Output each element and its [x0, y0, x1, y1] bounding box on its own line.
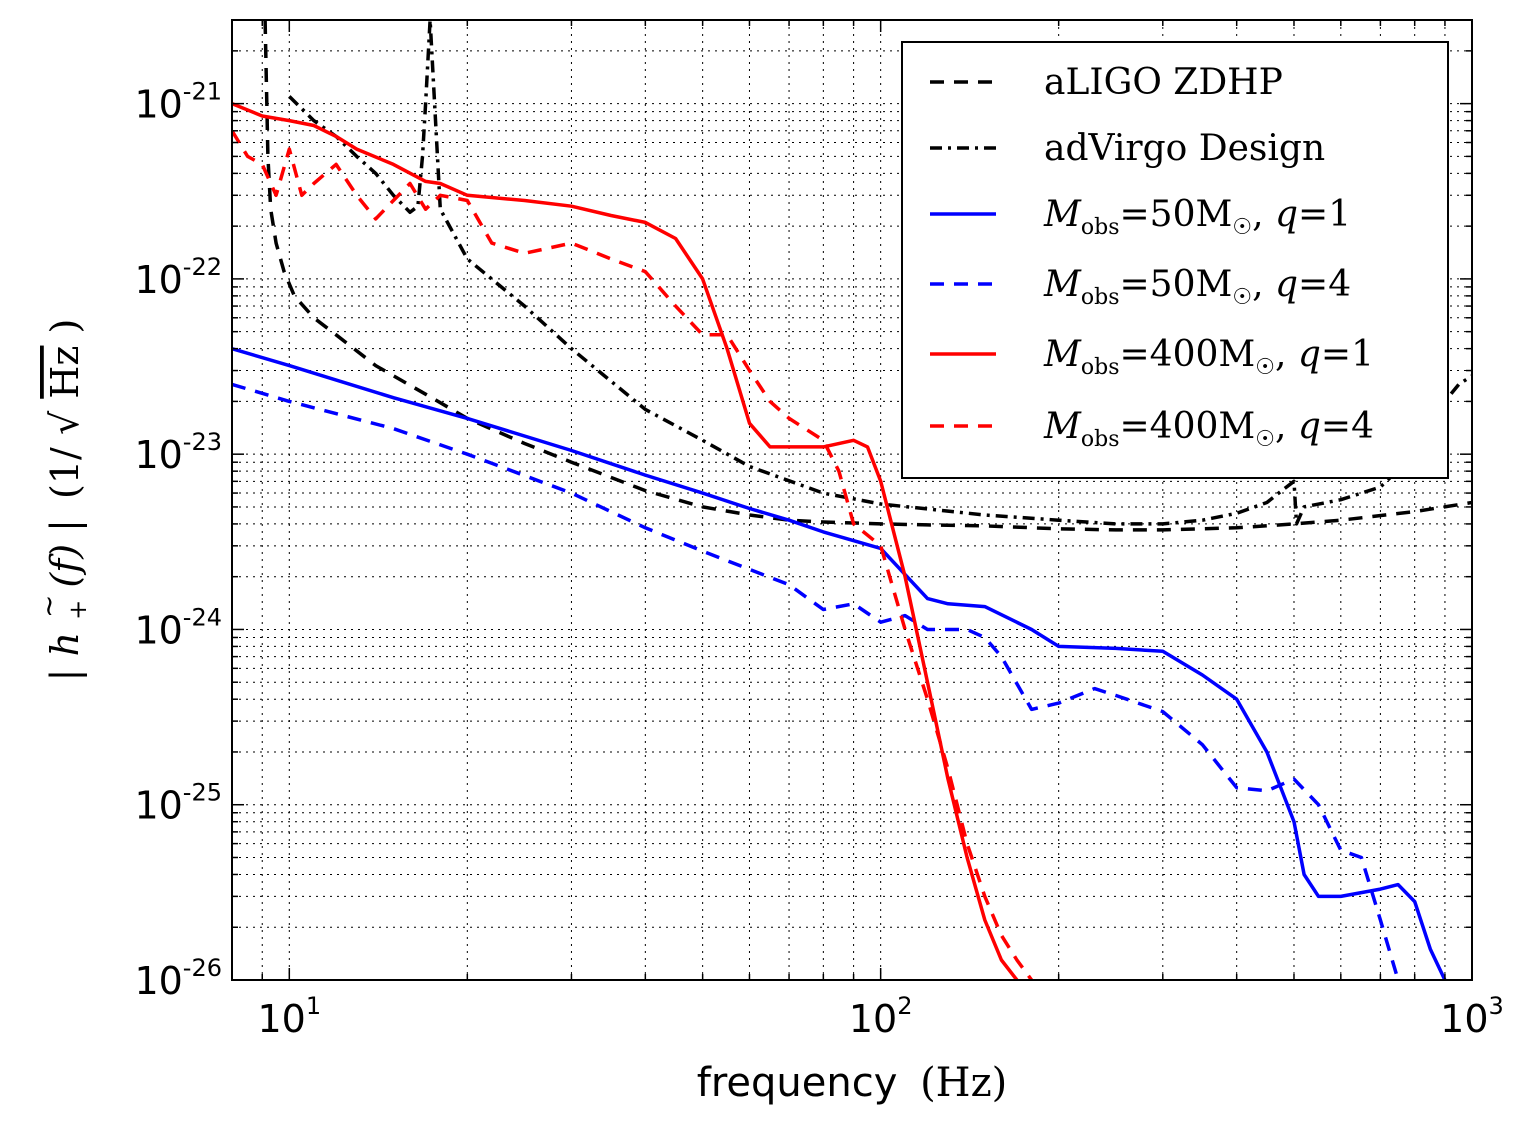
- series-advirgo-design: [288, 20, 1472, 526]
- ylabel-arg: (f): [43, 544, 87, 588]
- x-tick-label: 103: [1440, 992, 1504, 1041]
- series-aligo-zdhp: [263, 20, 1472, 532]
- y-axis-label: | h + (f) | (1/ √ Hz ) ~: [32, 319, 95, 682]
- ylabel-abs-open: |: [43, 669, 87, 682]
- ylabel-tilde: ~: [32, 595, 65, 618]
- y-tick-label: 10-25: [134, 779, 222, 828]
- series-400msun-q1: [232, 101, 1019, 980]
- y-tick-label: 10-21: [134, 78, 222, 127]
- ylabel-sqrt: √: [43, 410, 87, 435]
- ylabel-unit-inner: Hz: [43, 346, 87, 399]
- plot-frame: [231, 19, 1473, 981]
- series-layer: [232, 20, 1472, 980]
- y-tick-label: 10-24: [134, 603, 222, 652]
- series-50msun-q1: [232, 347, 1447, 980]
- ylabel-unit-close: ): [43, 319, 87, 334]
- legend-label-aligo: aLIGO ZDHP: [1044, 62, 1283, 103]
- ylabel-unit-open: (1/: [43, 447, 87, 499]
- legend-label-50-q4: Mobs=50M☉, q=4: [1043, 264, 1351, 310]
- ylabel-sub: +: [64, 600, 92, 620]
- ticks: [231, 19, 1473, 981]
- ylabel-abs-close: |: [43, 519, 87, 532]
- legend-swatches: [930, 80, 996, 428]
- svg-text:| h + (f): | h + (f) | (1/ √ Hz ): [43, 319, 95, 682]
- legend-label-50-q1: Mobs=50M☉, q=1: [1043, 194, 1351, 240]
- legend-label-400-q4: Mobs=400M☉, q=4: [1043, 406, 1374, 452]
- y-tick-label: 10-26: [134, 954, 222, 1003]
- series-400msun-q4: [232, 129, 1034, 980]
- series-50msun-q4: [232, 382, 1400, 980]
- x-axis-label-unit: (Hz): [920, 1060, 1007, 1106]
- y-tick-label: 10-22: [134, 253, 222, 302]
- legend-box: [901, 41, 1449, 479]
- tick-labels: 101 102 103 10-21 10-22 10-23 10-24 10-25 10-26: [134, 78, 1503, 1041]
- ylabel-h: h: [43, 632, 87, 656]
- x-axis-label-text: frequency: [697, 1060, 898, 1106]
- legend-label-advirgo: adVirgo Design: [1044, 128, 1325, 169]
- x-tick-label: 102: [849, 992, 913, 1041]
- legend-label-400-q1: Mobs=400M☉, q=1: [1043, 334, 1374, 380]
- y-tick-label: 10-23: [134, 428, 222, 477]
- legend: aLIGO ZDHP adVirgo Design Mobs=50M☉, q=1…: [901, 41, 1449, 479]
- x-tick-label: 101: [257, 992, 321, 1041]
- x-axis-label: frequency (Hz): [697, 1060, 1008, 1106]
